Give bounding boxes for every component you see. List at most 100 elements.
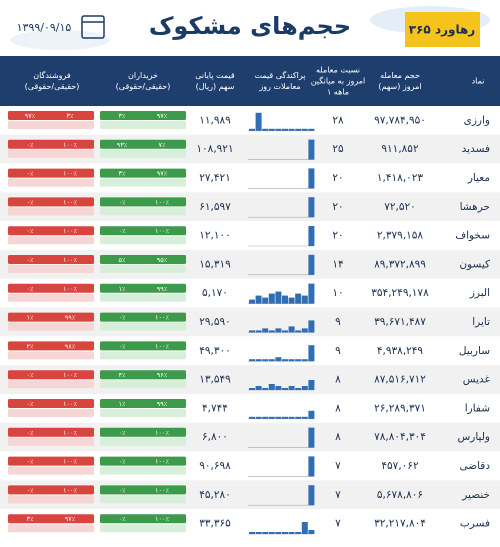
- volume: ۷۲,۵۲۰: [384, 201, 416, 213]
- buyers-box-lower: [100, 265, 186, 273]
- buyers-box: [100, 514, 186, 524]
- dist-bar: [288, 297, 295, 304]
- dist-bar: [308, 320, 315, 333]
- buyers-box: [100, 197, 186, 207]
- dist-bar: [288, 359, 295, 362]
- buyers-real: ۹۹٪: [157, 285, 168, 293]
- buyers-legal: ۰٪: [119, 342, 126, 350]
- sellers-box: [8, 370, 94, 380]
- symbol: وارزی: [464, 114, 490, 126]
- sellers-box-lower: [8, 524, 94, 533]
- dist-bar: [295, 359, 302, 362]
- dist-bar: [295, 330, 302, 333]
- volume: ۲,۳۷۹,۱۵۸: [377, 230, 424, 242]
- dist-bar: [262, 388, 269, 390]
- buyers-box-lower: [100, 351, 186, 360]
- buyers-box-lower: [100, 380, 186, 389]
- volume: ۳۹,۶۷۱,۴۸۷: [374, 316, 426, 328]
- sellers-box: [8, 283, 94, 293]
- buyers-box: [100, 456, 186, 466]
- dist-bar: [255, 532, 262, 534]
- volume: ۴۵۷,۰۶۲: [381, 460, 419, 472]
- dist-bar: [301, 295, 308, 304]
- ratio: ۷: [335, 518, 341, 530]
- column-title: فروشندگان: [33, 70, 71, 80]
- buyers-real: ۹۷٪: [157, 112, 168, 120]
- symbol: فسدید: [462, 143, 490, 155]
- sellers-legal: ۱٪: [27, 314, 34, 322]
- dist-bar: [308, 168, 315, 189]
- buyers-box-lower: [100, 322, 186, 331]
- buyers-legal: ۹۳٪: [117, 141, 128, 149]
- column-title: امروز به میانگین: [311, 76, 366, 86]
- column-title: (حقیقی/حقوقی): [116, 82, 171, 91]
- dist-bar: [249, 532, 255, 534]
- dist-bar: [288, 386, 295, 390]
- buyers-box: [100, 226, 186, 236]
- buyers-legal: ۰٪: [119, 458, 126, 466]
- sellers-box-lower: [8, 149, 94, 158]
- symbol: دقاضی: [459, 460, 490, 472]
- sellers-real: ۱۰۰٪: [63, 429, 77, 437]
- buyers-box: [100, 111, 186, 120]
- price: ۱۲,۱۰۰: [199, 230, 231, 242]
- dist-bar: [288, 128, 295, 131]
- symbol: البرز: [469, 287, 490, 299]
- sellers-box-lower: [8, 437, 94, 446]
- buyers-box-lower: [100, 524, 186, 533]
- dist-bar: [308, 226, 315, 246]
- sellers-real: ۱۰۰٪: [63, 227, 77, 235]
- dist-bar: [301, 416, 308, 419]
- column-title: پراکندگی قیمت: [254, 70, 305, 80]
- dist-bar: [308, 427, 315, 448]
- dist-bar: [282, 295, 288, 304]
- dist-bar: [308, 485, 315, 506]
- dist-bar: [275, 328, 282, 333]
- dist-bar: [288, 416, 295, 419]
- sellers-box: [8, 139, 94, 149]
- dist-bar: [255, 295, 262, 304]
- dist-bar: [282, 416, 288, 419]
- row-bg: [0, 451, 500, 481]
- row-bg: [0, 250, 500, 279]
- buyers-real: ۷٪: [159, 141, 166, 149]
- price: ۹۰,۶۹۸: [199, 460, 231, 472]
- buyers-box-lower: [100, 495, 186, 504]
- buyers-box-lower: [100, 409, 186, 417]
- dist-bar: [308, 530, 315, 534]
- buyers-real: ۹۷٪: [157, 170, 168, 178]
- row-bg: [0, 221, 500, 250]
- column-title: حجم معامله: [380, 71, 420, 80]
- dist-bar: [301, 522, 308, 534]
- sellers-box-lower: [8, 409, 94, 417]
- buyers-box-lower: [100, 236, 186, 245]
- price: ۴۵,۲۸۰: [199, 489, 231, 501]
- sellers-legal: ۲٪: [27, 342, 34, 350]
- sellers-real: ۱۰۰٪: [63, 256, 77, 264]
- sellers-real: ۹۸٪: [65, 342, 76, 350]
- sellers-legal: ۰٪: [27, 285, 34, 293]
- dist-bar: [282, 330, 288, 333]
- sellers-box-lower: [8, 121, 94, 129]
- buyers-box: [100, 399, 186, 408]
- sellers-real: ۱۰۰٪: [63, 371, 77, 379]
- dist-bar: [249, 330, 255, 333]
- sellers-legal: ۰٪: [27, 458, 34, 466]
- buyers-box-lower: [100, 466, 186, 475]
- column-title: قیمت پایانی: [195, 71, 235, 80]
- symbol: فسرب: [460, 518, 490, 530]
- sellers-box-lower: [8, 351, 94, 360]
- sellers-real: ۱۰۰٪: [63, 198, 77, 206]
- sellers-real: ۱۰۰٪: [63, 170, 77, 178]
- buyers-box: [100, 341, 186, 351]
- price: ۱۳,۵۴۹: [199, 374, 231, 386]
- buyers-legal: ۰٪: [119, 314, 126, 322]
- sellers-real: ۱۰۰٪: [63, 400, 77, 408]
- buyers-box: [100, 485, 186, 495]
- price: ۵,۱۷۰: [202, 287, 228, 299]
- buyers-real: ۹۹٪: [157, 400, 168, 408]
- dist-bar: [275, 532, 282, 534]
- dist-bar: [249, 128, 255, 131]
- dist-bar: [301, 128, 308, 131]
